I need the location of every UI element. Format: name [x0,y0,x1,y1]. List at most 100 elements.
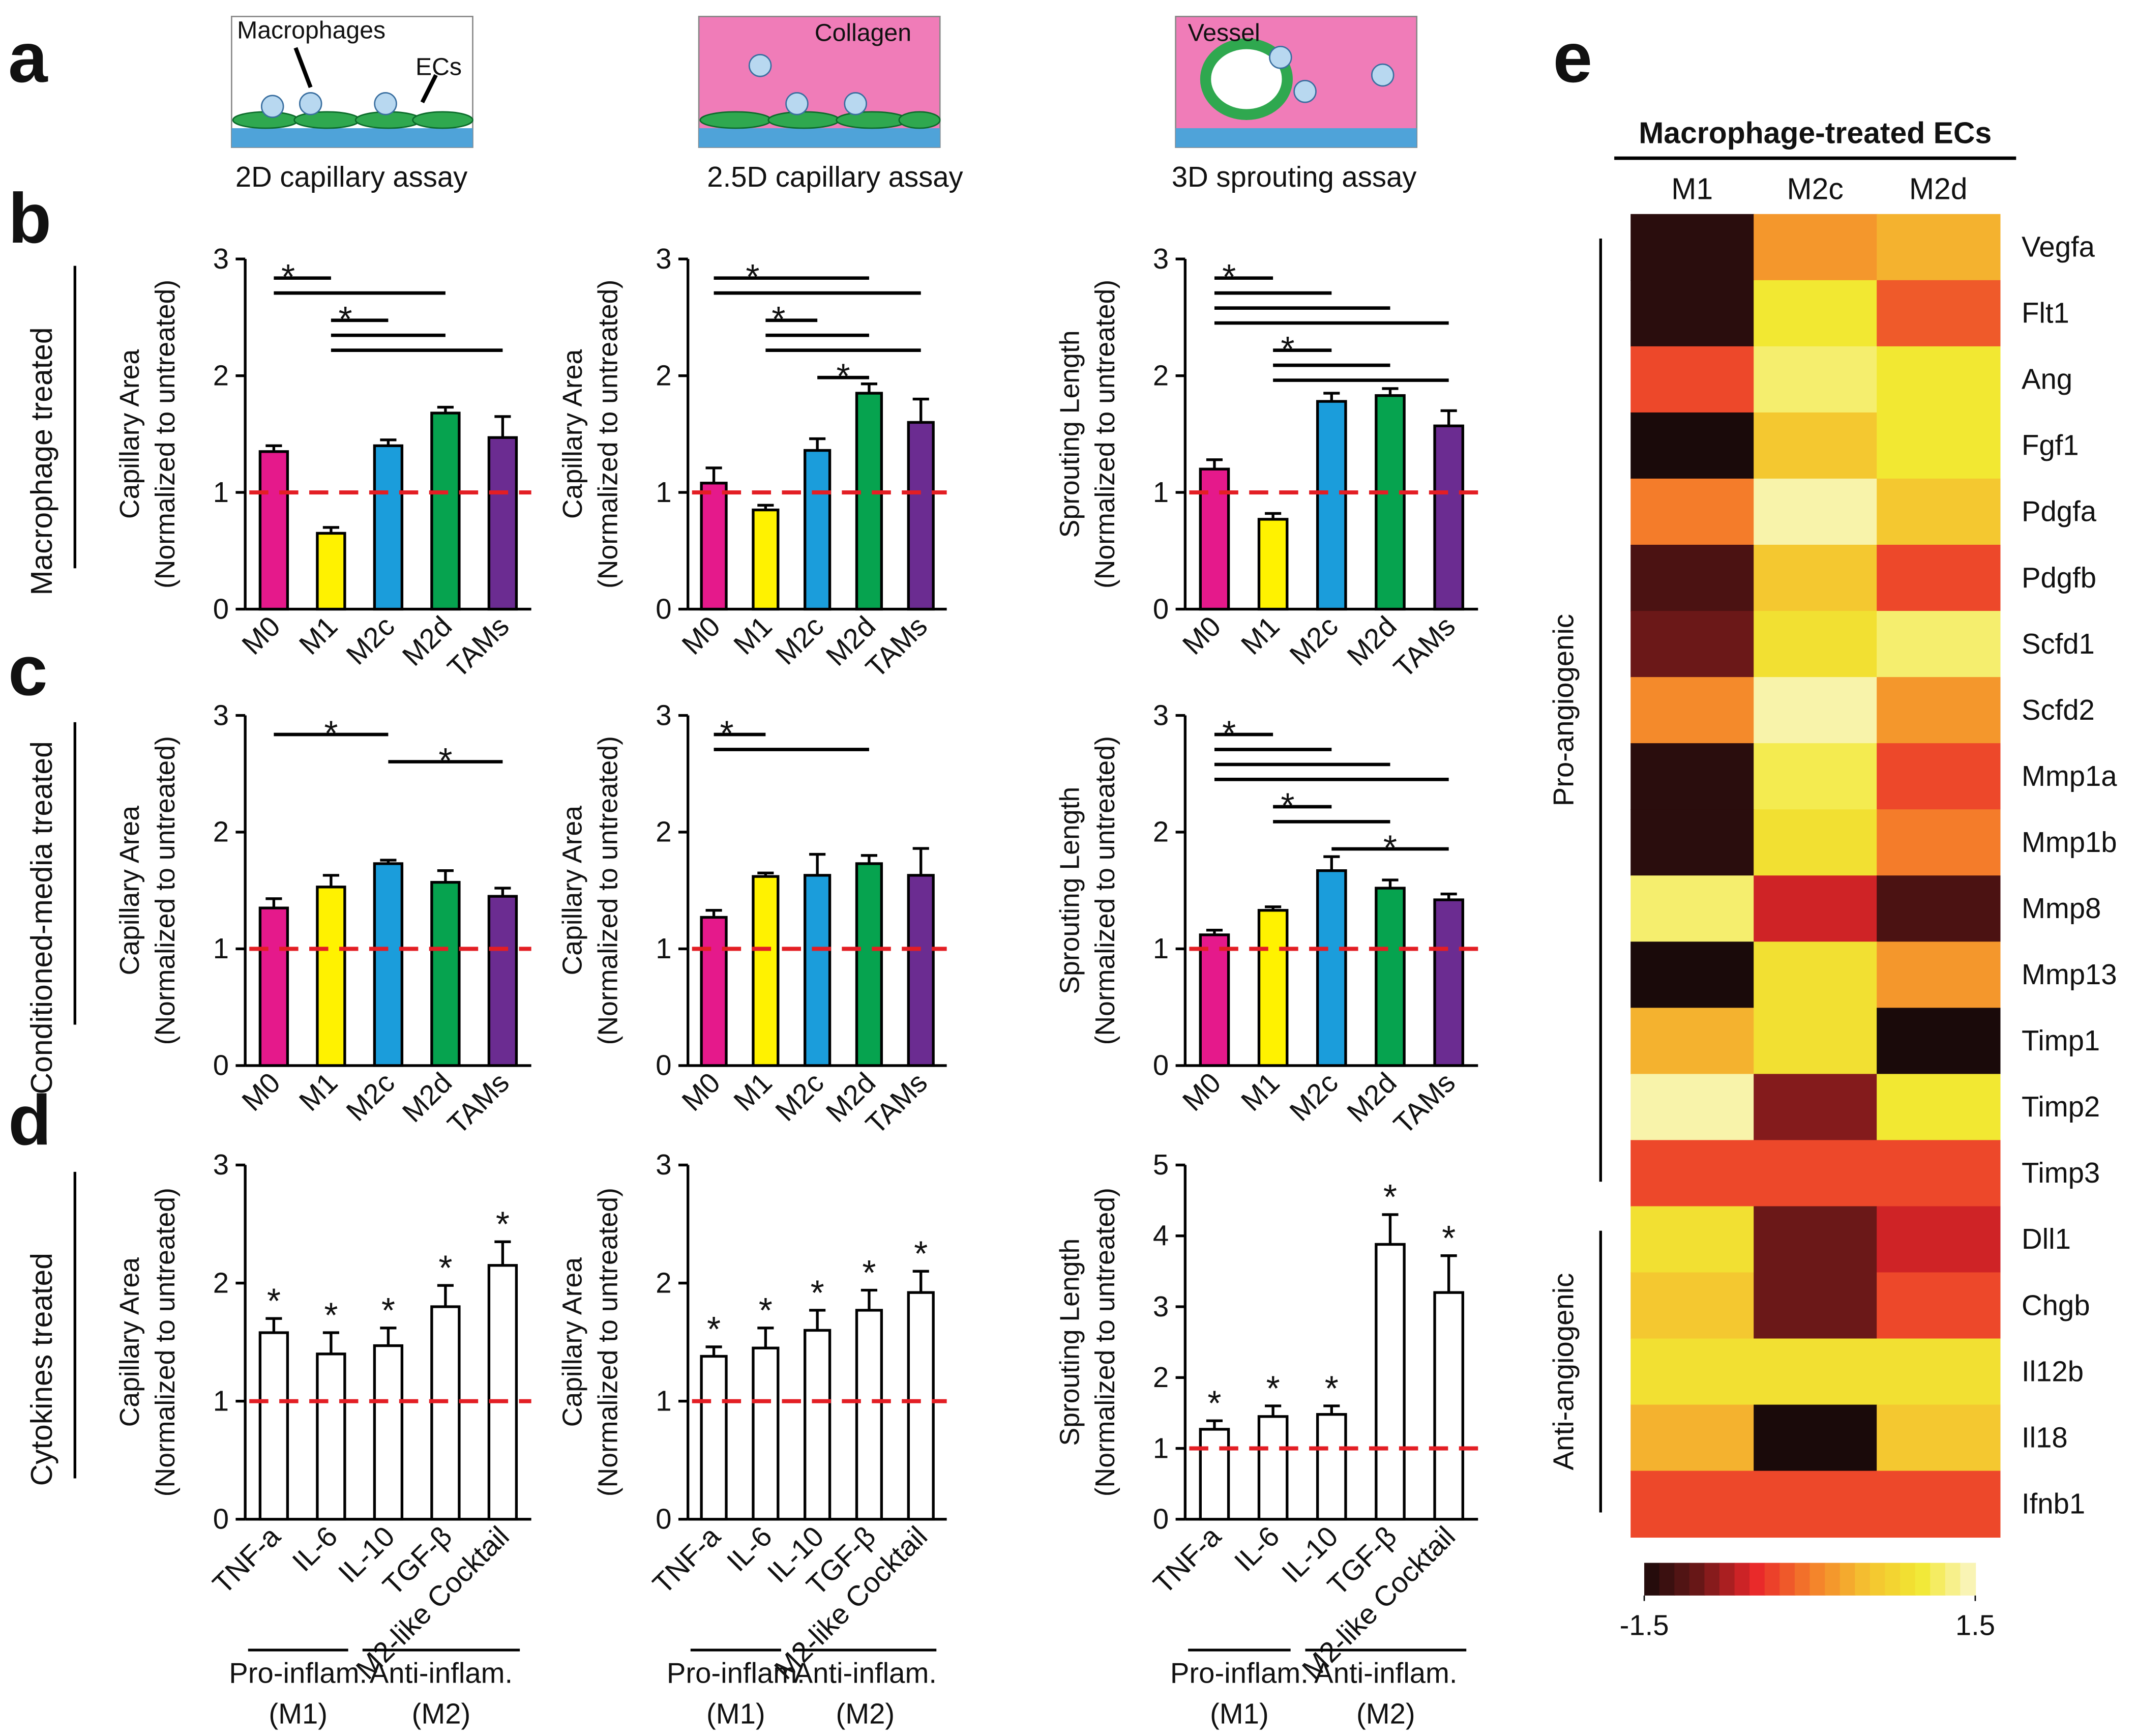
bar [1433,424,1464,611]
y-axis-label: Capillary Area [558,806,588,976]
group-label: Anti-inflam. [370,1657,513,1689]
y-axis-label: (Normalized to untreated) [151,736,181,1045]
schematic-title: 2D capillary assay [235,161,468,193]
y-axis-label: (Normalized to untreated) [593,280,623,589]
heatmap-cell [1754,809,1878,876]
heatmap-cell [1877,412,2001,480]
y-axis-label: (Normalized to untreated) [1090,1188,1120,1496]
x-tick-label: IL-6 [1228,1520,1286,1577]
y-tick-label: 1 [656,932,671,964]
y-tick-label: 3 [656,243,671,275]
bar [316,1352,346,1521]
y-axis-label: Sprouting Length [1055,330,1085,538]
row-label: Ifnb1 [2022,1487,2085,1519]
heatmap-cell [1754,1338,1878,1405]
y-tick-label: 0 [656,593,671,625]
x-tick-label: M0 [675,610,726,661]
bar [258,1331,289,1521]
panel-letter: b [8,179,51,258]
panel-letter: c [8,631,47,710]
significance-star: * [1383,1177,1397,1217]
y-tick-label: 2 [213,816,229,848]
group-label: (M2) [836,1698,895,1730]
group-label: Anti-inflam. [1314,1657,1457,1689]
colorbar-swatch [1825,1563,1841,1596]
heatmap-cell [1754,412,1878,480]
colorbar-swatch [1870,1563,1886,1596]
y-tick-label: 3 [1153,699,1169,731]
y-tick-label: 0 [656,1049,671,1081]
heatmap-cell [1630,412,1755,480]
bar [487,436,518,611]
y-tick-label: 2 [213,1267,229,1299]
x-tick-label: M2c [340,1066,401,1127]
y-tick-label: 0 [213,593,229,625]
heatmap-cell [1754,875,1878,943]
group-label: Pro-inflam. [667,1657,805,1689]
y-tick-label: 4 [1153,1219,1169,1251]
x-tick-label: M0 [235,1066,286,1117]
group-label: (M2) [412,1698,471,1730]
y-tick-label: 3 [656,699,671,731]
bar [752,875,780,1067]
y-axis-label: Capillary Area [558,349,588,519]
y-tick-label: 1 [1153,932,1169,964]
heatmap-cell [1754,346,1878,414]
heatmap-cell [1877,1206,2001,1273]
y-tick-label: 2 [1153,816,1169,848]
schematic-label: ECs [416,53,462,81]
y-axis-label: (Normalized to untreated) [151,280,181,589]
schematic-label: Collagen [815,19,911,47]
heatmap-cell [1754,941,1878,1009]
y-tick-label: 2 [656,816,671,848]
x-tick-label: M1 [1235,610,1286,661]
row-label: Il12b [2022,1355,2084,1387]
colorbar-swatch [1960,1563,1976,1596]
y-tick-label: 2 [656,359,671,391]
bar [907,874,935,1067]
group-label: Anti-inflam. [794,1657,937,1689]
x-tick-label: M2c [769,610,830,671]
y-tick-label: 2 [1153,359,1169,391]
heatmap-cell [1630,1470,1755,1538]
x-tick-label: M0 [1176,610,1227,661]
heatmap-cell [1754,545,1878,612]
x-tick-label: M1 [727,1066,778,1117]
colorbar-swatch [1794,1563,1811,1596]
significance-star: * [1207,1384,1221,1423]
y-tick-label: 0 [213,1503,229,1535]
row-label: Timp2 [2022,1091,2100,1123]
bar [1433,1291,1464,1521]
y-axis-label: (Normalized to untreated) [151,1188,181,1496]
schematic-title: 2.5D capillary assay [707,161,963,193]
x-tick-label: TAMs [441,1066,515,1140]
y-axis-label: Capillary Area [558,1257,588,1427]
heatmap-cell [1630,1338,1755,1405]
heatmap-cell [1630,1272,1755,1339]
bar [804,1329,832,1521]
y-tick-label: 3 [213,1149,229,1181]
y-axis-label: Capillary Area [115,349,145,519]
significance-star: * [862,1253,876,1292]
y-tick-label: 1 [1153,476,1169,508]
heatmap-cell [1877,1008,2001,1075]
heatmap-cell [1754,1074,1878,1141]
row-label: Mmp1b [2022,826,2117,858]
heatmap-cell [1630,1404,1755,1472]
row-label: Mmp1a [2022,760,2117,792]
significance-star: * [1442,1218,1456,1258]
bar [907,1291,935,1521]
y-tick-label: 1 [1153,1432,1169,1464]
heatmap-cell [1754,280,1878,347]
significance-star: * [914,1234,928,1274]
bar [373,862,404,1067]
heatmap-cell [1630,545,1755,612]
bar [700,482,728,611]
colorbar-swatch [1885,1563,1901,1596]
bar [373,1344,404,1521]
y-tick-label: 2 [656,1267,671,1299]
y-tick-label: 0 [1153,1049,1169,1081]
colorbar-swatch [1915,1563,1931,1596]
bar [700,1355,728,1521]
